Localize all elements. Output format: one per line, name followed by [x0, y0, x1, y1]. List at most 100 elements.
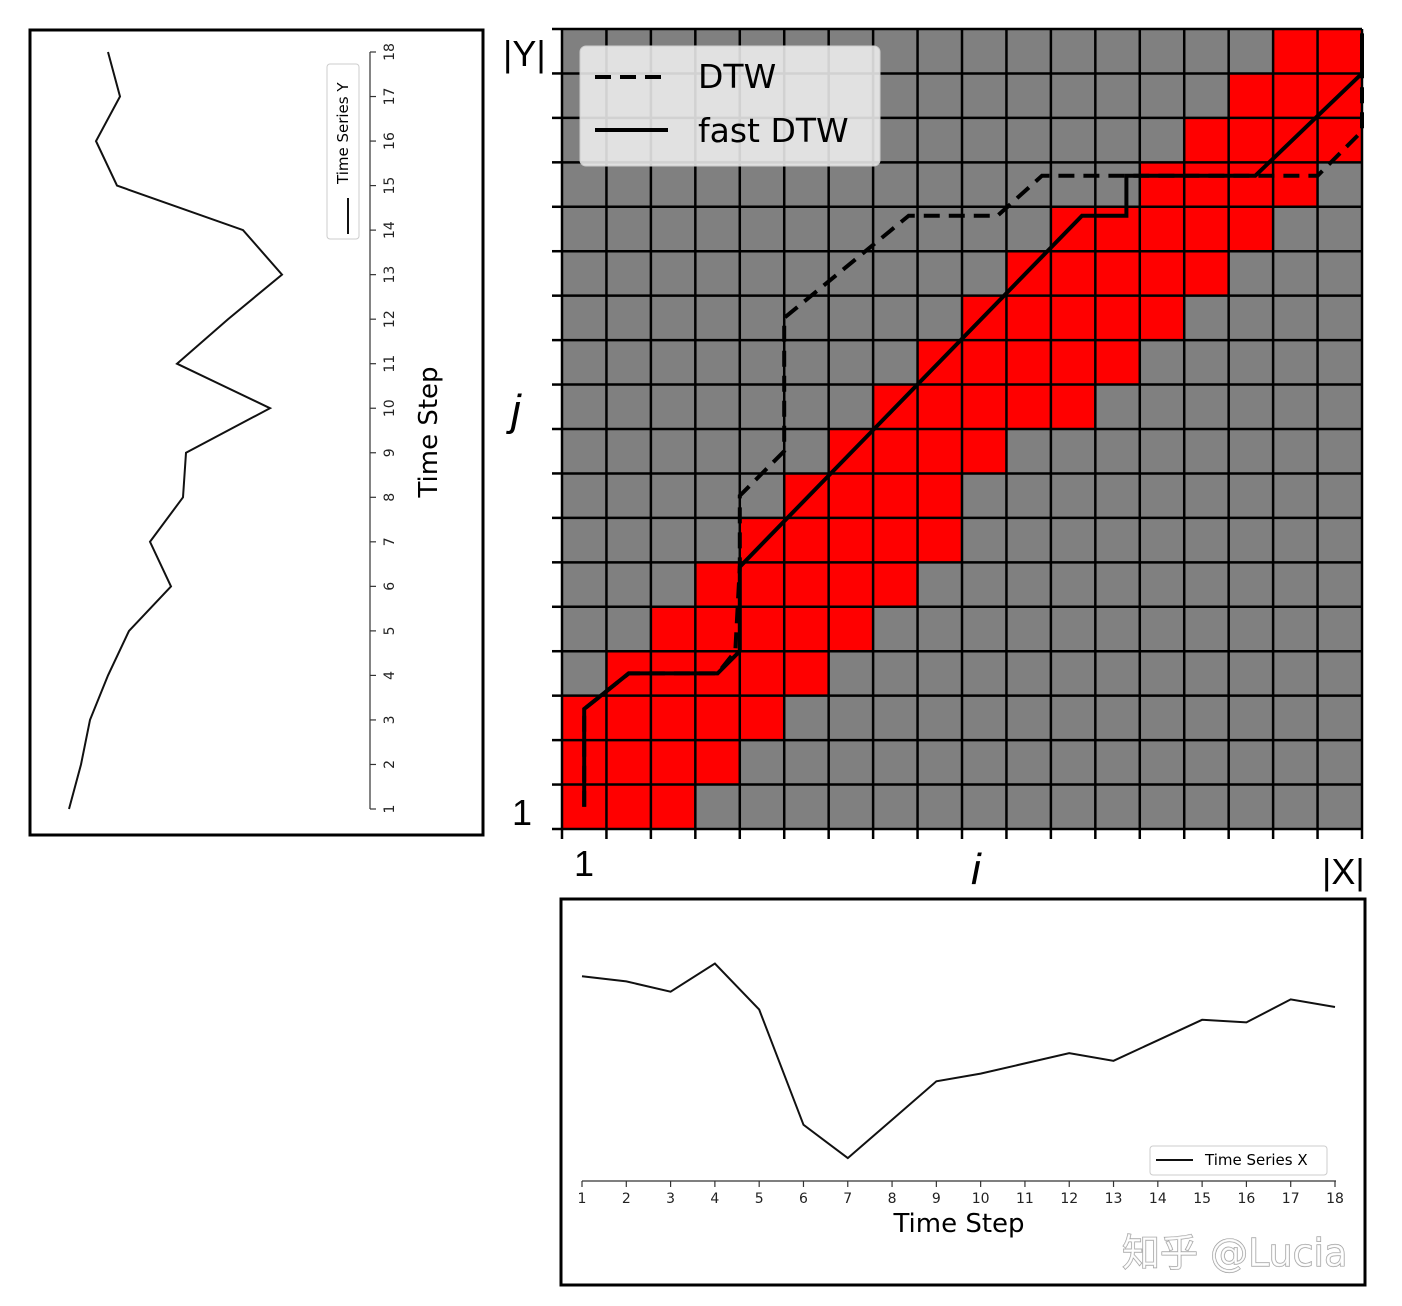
matrix-cell — [828, 784, 874, 829]
band-cell — [739, 562, 785, 607]
time-series-y-tick-label: 9 — [382, 448, 398, 457]
band-cell — [739, 606, 785, 652]
matrix-cell — [784, 340, 829, 385]
matrix-cell — [650, 162, 696, 207]
band-cell — [650, 740, 696, 785]
matrix-cell — [1273, 340, 1318, 385]
matrix-cell — [962, 606, 1007, 652]
matrix-cell — [1139, 651, 1185, 696]
time-series-y-frame — [28, 28, 485, 837]
legend-dtw-label: DTW — [698, 57, 776, 96]
legend-fast-dtw-label: fast DTW — [698, 111, 849, 150]
band-cell — [828, 606, 874, 652]
matrix-cell — [1139, 606, 1185, 652]
matrix-cell — [562, 384, 607, 429]
matrix-cell — [1095, 695, 1140, 741]
matrix-cell — [739, 784, 785, 829]
time-series-y-tick-label: 17 — [382, 88, 398, 106]
time-series-x-tick-label: 11 — [1016, 1191, 1034, 1207]
matrix-cell — [739, 295, 785, 341]
matrix-cell — [1006, 695, 1051, 741]
band-cell — [1006, 340, 1051, 385]
matrix-cells — [562, 29, 1362, 829]
band-cell — [873, 562, 918, 607]
band-cell — [1228, 162, 1274, 207]
matrix-cell — [1228, 740, 1274, 785]
matrix-cell — [873, 695, 918, 741]
time-series-y-tick-label: 1 — [382, 805, 398, 814]
matrix-cell — [1095, 740, 1140, 785]
matrix-cell — [1139, 473, 1185, 518]
matrix-cell — [695, 784, 740, 829]
time-series-x-tick-label: 2 — [622, 1191, 631, 1207]
time-series-y-tick-label: 14 — [382, 221, 398, 239]
matrix-cell — [650, 251, 696, 296]
band-cell — [1228, 73, 1274, 118]
matrix-cell — [1273, 651, 1318, 696]
matrix-cell — [1050, 740, 1096, 785]
band-cell — [917, 429, 962, 474]
matrix-cell — [1317, 429, 1362, 474]
matrix-cell — [828, 740, 874, 785]
matrix-cell — [739, 740, 785, 785]
matrix-cell — [739, 162, 785, 207]
matrix-cell — [1184, 384, 1229, 429]
band-cell — [784, 517, 829, 563]
time-series-y-tick-label: 5 — [382, 626, 398, 635]
time-series-x-tick-label: 10 — [972, 1191, 990, 1207]
time-series-x-tick-label: 12 — [1060, 1191, 1078, 1207]
matrix-cell — [1006, 651, 1051, 696]
matrix-cell — [1139, 784, 1185, 829]
x-end-label: |X| — [1322, 851, 1365, 892]
matrix-cell — [1050, 695, 1096, 741]
time-series-y-tick-label: 12 — [382, 310, 398, 328]
time-series-x-tick-label: 7 — [843, 1191, 852, 1207]
time-series-x-tick-label: 5 — [755, 1191, 764, 1207]
time-series-y-tick-label: 6 — [382, 582, 398, 591]
matrix-cell — [1228, 606, 1274, 652]
time-series-y-tick-label: 16 — [382, 132, 398, 150]
matrix-cell — [1273, 740, 1318, 785]
matrix-cell — [1006, 473, 1051, 518]
matrix-cell — [1184, 473, 1229, 518]
matrix-cell — [1050, 562, 1096, 607]
matrix-cell — [650, 384, 696, 429]
matrix-cell — [695, 384, 740, 429]
matrix-cell — [828, 695, 874, 741]
y-start-label: 1 — [512, 792, 532, 833]
band-cell — [1273, 29, 1318, 74]
matrix-cell — [917, 251, 962, 296]
matrix-cell — [962, 162, 1007, 207]
matrix-cell — [562, 429, 607, 474]
time-series-x-frame — [559, 897, 1367, 1287]
matrix-cell — [606, 517, 651, 563]
band-cell — [695, 606, 740, 652]
matrix-cell — [695, 429, 740, 474]
matrix-cell — [739, 473, 785, 518]
matrix-cell — [828, 384, 874, 429]
band-cell — [1006, 384, 1051, 429]
time-series-y-legend-box — [326, 63, 360, 240]
matrix-cell — [828, 295, 874, 341]
matrix-cell — [1184, 651, 1229, 696]
time-series-x-legend-label: Time Series X — [1204, 1151, 1308, 1169]
time-series-x-tick-label: 15 — [1193, 1191, 1211, 1207]
band-cell — [1184, 251, 1229, 296]
matrix-cell — [1317, 651, 1362, 696]
matrix-cell — [962, 740, 1007, 785]
band-cell — [1050, 206, 1096, 252]
matrix-cell — [873, 606, 918, 652]
matrix-cell — [1095, 73, 1140, 118]
matrix-cell — [1139, 562, 1185, 607]
matrix-cell — [917, 784, 962, 829]
matrix-cell — [1317, 473, 1362, 518]
matrix-cell — [1006, 784, 1051, 829]
matrix-cell — [562, 517, 607, 563]
matrix-cell — [606, 295, 651, 341]
time-series-y-line — [68, 51, 284, 810]
matrix-cell — [1050, 73, 1096, 118]
time-series-y-legend-label: Time Series Y — [334, 82, 352, 185]
band-cell — [1095, 295, 1140, 341]
matrix-cell — [650, 206, 696, 252]
matrix-cell — [1095, 651, 1140, 696]
